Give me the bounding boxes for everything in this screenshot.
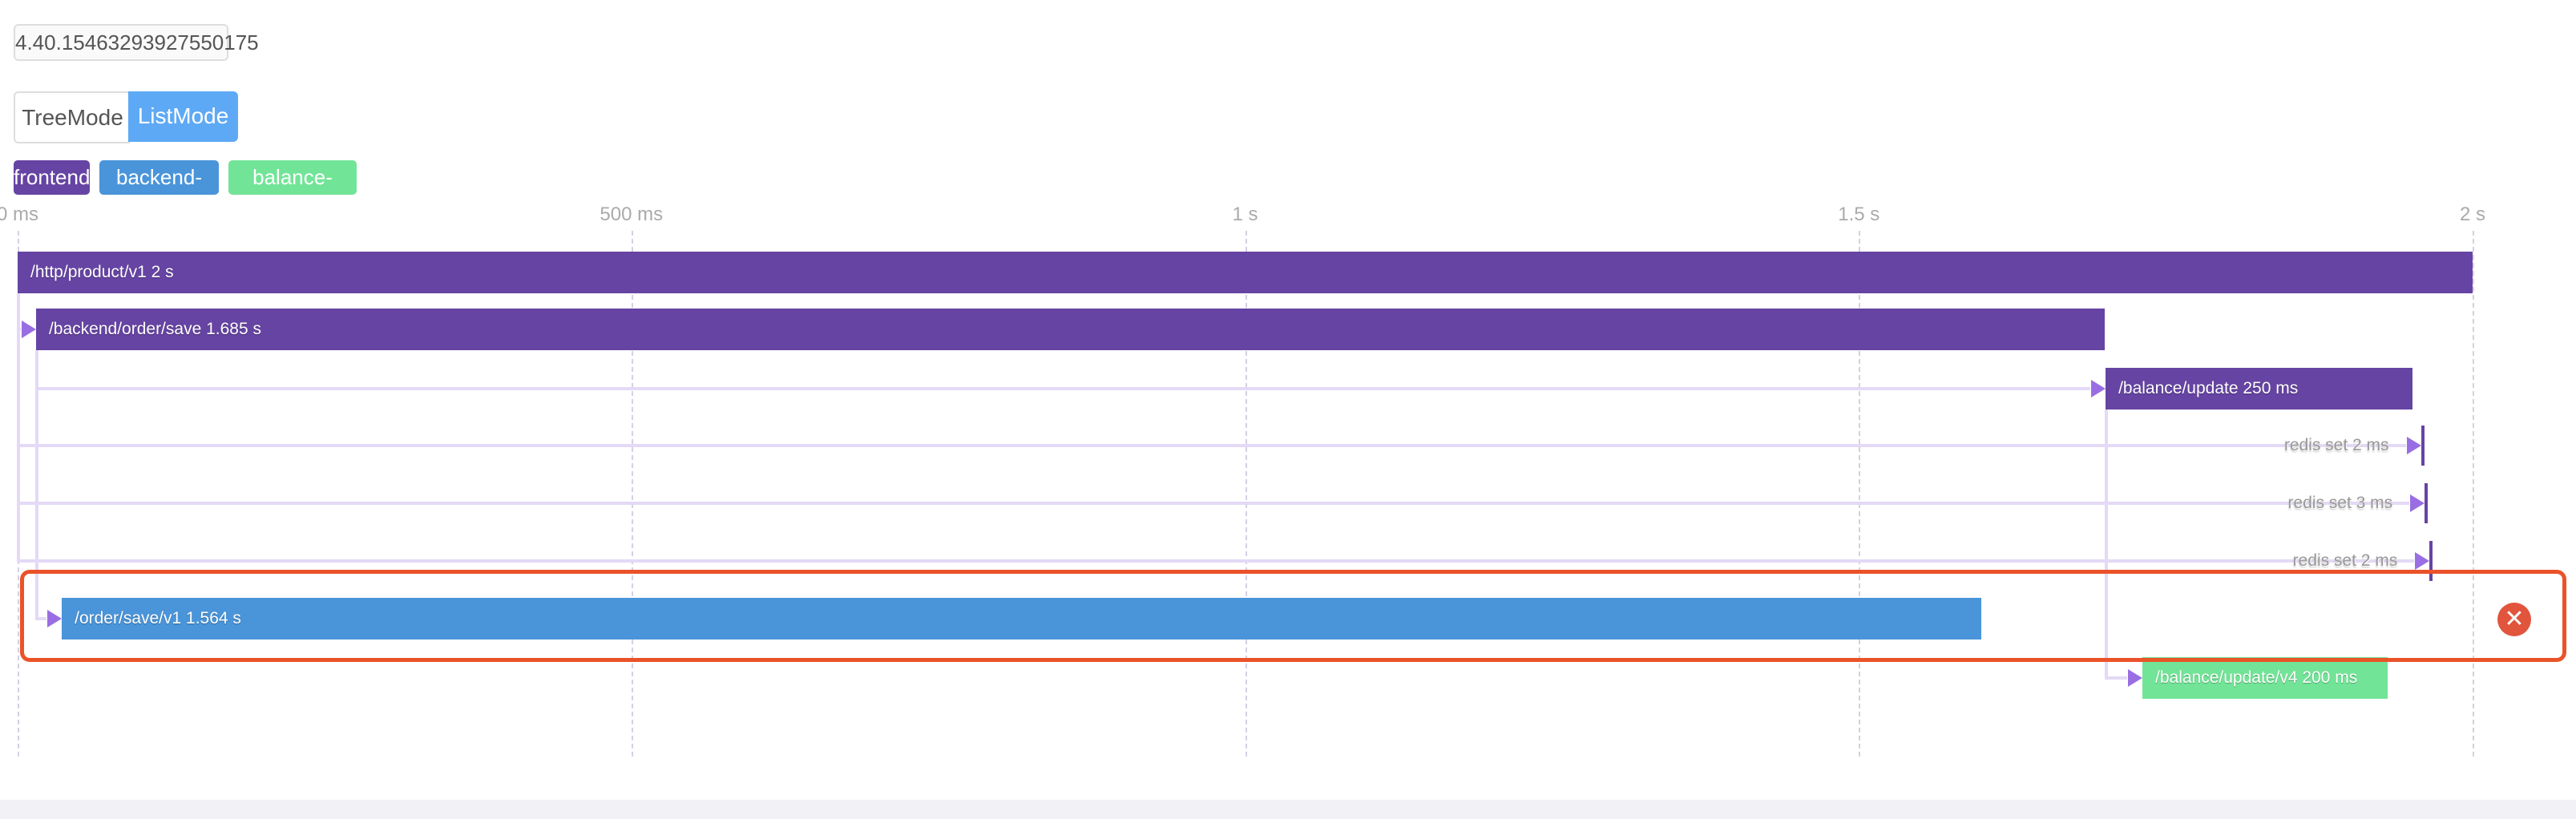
span-label: /backend/order/save 1.685 s bbox=[48, 320, 261, 338]
span-label: /balance/update 250 ms bbox=[2118, 379, 2299, 397]
gridline bbox=[1245, 231, 1247, 756]
span-label: redis set 2 ms bbox=[2283, 436, 2389, 454]
connector-line bbox=[34, 350, 38, 619]
tree-mode-button[interactable]: TreeMode bbox=[14, 91, 130, 143]
connector-line bbox=[17, 502, 2410, 505]
selected-span-highlight bbox=[20, 570, 2566, 662]
axis-tick-label: 1.5 s bbox=[1838, 204, 1880, 225]
span-bar[interactable] bbox=[2421, 426, 2425, 466]
gridline bbox=[2473, 231, 2474, 756]
connector-line bbox=[2105, 410, 2109, 678]
axis-tick-label: 0 ms bbox=[0, 204, 39, 225]
span-bar[interactable] bbox=[2425, 483, 2429, 523]
span-label: /http/product/v1 2 s bbox=[30, 263, 174, 281]
arrow-icon bbox=[2091, 380, 2106, 397]
span-label: redis set 2 ms bbox=[2292, 551, 2398, 570]
arrow-icon bbox=[2406, 437, 2421, 454]
axis-tick-label: 2 s bbox=[2459, 204, 2486, 225]
gridline bbox=[1859, 231, 1861, 756]
connector-line bbox=[34, 387, 2091, 390]
span-bar[interactable]: /http/product/v1 2 s bbox=[18, 252, 2473, 293]
span-bar[interactable]: /balance/update/v4 200 ms bbox=[2142, 657, 2388, 699]
footer-bar bbox=[0, 800, 2576, 819]
connector-line bbox=[34, 617, 47, 620]
axis-tick-label: 1 s bbox=[1232, 204, 1258, 225]
close-circle-icon[interactable]: ✕ bbox=[2497, 603, 2531, 636]
arrow-icon bbox=[2410, 494, 2425, 512]
connector-line bbox=[17, 293, 20, 561]
legend-balance-system: balance-system bbox=[228, 160, 357, 224]
arrow-icon bbox=[21, 321, 36, 338]
legend-frontend: frontend bbox=[14, 160, 90, 195]
gridline bbox=[631, 231, 633, 756]
span-bar[interactable] bbox=[2429, 541, 2433, 581]
span-label: redis set 3 ms bbox=[2287, 494, 2393, 512]
list-mode-button[interactable]: ListMode bbox=[128, 91, 238, 142]
span-label: /balance/update/v4 200 ms bbox=[2155, 668, 2358, 687]
span-bar[interactable]: /balance/update 250 ms bbox=[2106, 368, 2412, 410]
legend-backend-order: backend-order bbox=[99, 160, 219, 224]
arrow-icon bbox=[2415, 552, 2430, 570]
span-bar[interactable]: /order/save/v1 1.564 s bbox=[62, 598, 1982, 639]
span-label: /order/save/v1 1.564 s bbox=[75, 609, 241, 627]
axis-tick-label: 500 ms bbox=[600, 204, 664, 225]
arrow-icon bbox=[47, 610, 63, 627]
connector-line bbox=[17, 444, 2406, 447]
trace-id-box: 4.40.15463293927550175 bbox=[14, 24, 259, 61]
connector-line bbox=[17, 559, 2415, 563]
connector-line bbox=[2105, 676, 2128, 680]
span-bar[interactable]: /backend/order/save 1.685 s bbox=[35, 309, 2105, 350]
arrow-icon bbox=[2128, 669, 2143, 687]
